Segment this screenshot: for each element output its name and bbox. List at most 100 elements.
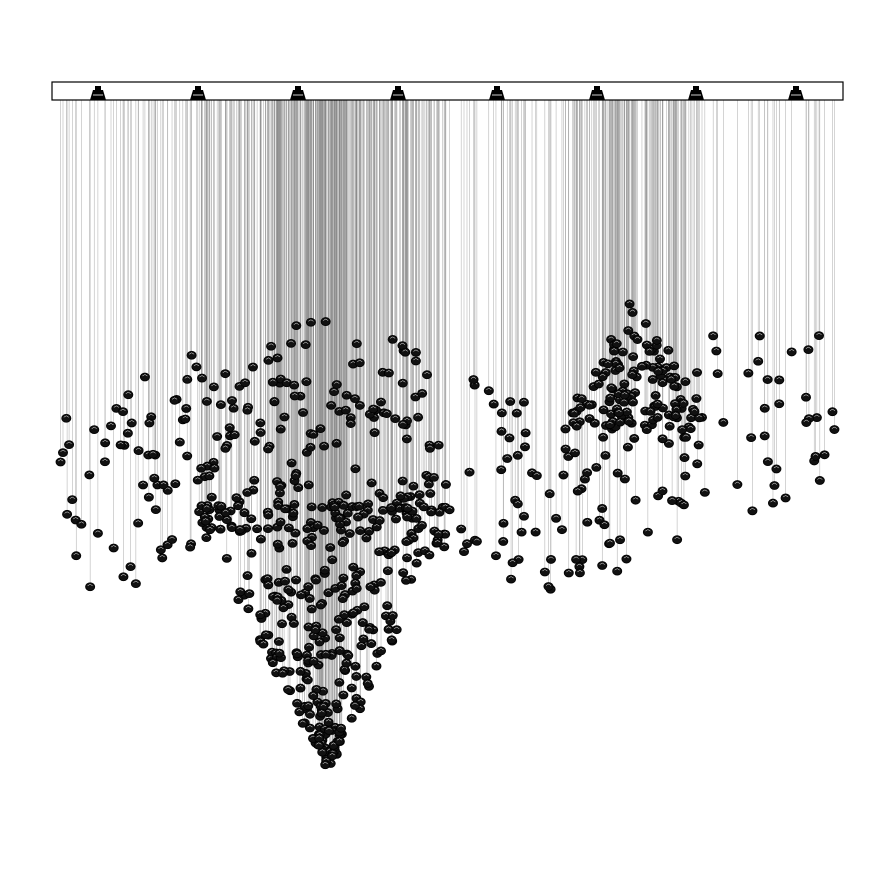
crystal-facet [400, 478, 406, 481]
crystal-facet [199, 502, 205, 505]
crystal-facet [632, 497, 639, 500]
crystal-facet [309, 534, 315, 537]
crystal [327, 751, 338, 761]
crystal-facet [579, 395, 585, 398]
crystal-facet [491, 401, 497, 404]
crystal [255, 428, 266, 437]
crystal-facet [734, 481, 740, 484]
crystal [320, 649, 331, 659]
crystal-facet [682, 473, 688, 476]
crystal-facet [305, 624, 312, 627]
crystal-facet [616, 365, 623, 368]
crystal-facet [177, 439, 183, 442]
crystal-facet [350, 609, 356, 613]
crystal-facet [160, 482, 167, 485]
crystal [669, 381, 680, 391]
crystal-facet [133, 580, 139, 583]
crystal [62, 509, 73, 519]
crystal-facet [345, 652, 351, 655]
crystal-facet [314, 522, 321, 525]
crystal-facet [361, 603, 367, 606]
crystal-facet [274, 355, 281, 358]
crystal [201, 397, 212, 406]
crystal-facet [323, 651, 329, 654]
crystal [308, 429, 319, 439]
crystal-facet [357, 569, 363, 572]
crystal-facet [316, 742, 322, 745]
crystal [204, 525, 215, 535]
crystal [762, 375, 773, 384]
crystal-facet [620, 349, 626, 352]
crystal [233, 501, 244, 511]
crystal [488, 399, 499, 409]
crystal-facet [341, 611, 347, 614]
crystal [306, 502, 317, 512]
crystal-facet [307, 444, 314, 447]
crystal [303, 480, 314, 490]
crystal-facet [493, 552, 499, 555]
crystal-facet [749, 508, 756, 511]
crystal-facet [102, 440, 108, 443]
crystal-facet [291, 382, 297, 385]
crystal-facet [831, 426, 838, 429]
crystal-facet [279, 670, 286, 673]
crystal [769, 481, 780, 490]
crystal-facet [673, 406, 680, 409]
crystal-facet [237, 526, 243, 529]
crystal [459, 547, 470, 556]
crystal-facet [643, 320, 649, 323]
crystal-facet [507, 398, 513, 401]
crystal-facet [218, 401, 224, 404]
crystal-facet [216, 513, 223, 516]
crystal [652, 399, 663, 409]
crystal-facet [500, 520, 507, 523]
crystal-facet [384, 410, 390, 413]
crystal-facet [378, 579, 384, 582]
crystal [302, 524, 313, 533]
crystal [337, 594, 348, 603]
crystal-facet [294, 700, 300, 703]
crystal-facet [399, 342, 406, 345]
crystal-facet [508, 576, 514, 579]
crystal [374, 547, 385, 557]
crystal-facet [565, 453, 571, 456]
crystal [767, 498, 778, 508]
crystal [416, 520, 427, 530]
crystal-facet [308, 519, 314, 522]
crystal-facet [421, 504, 427, 507]
crystal [169, 395, 180, 405]
crystal-facet [214, 433, 220, 436]
crystal [304, 709, 315, 719]
crystal-facet [227, 424, 233, 427]
crystal-facet [182, 416, 188, 419]
crystal [341, 390, 352, 400]
crystal [602, 359, 613, 369]
crystal [401, 434, 412, 444]
crystal [754, 331, 765, 341]
crystal [609, 346, 620, 356]
crystal-facet [222, 370, 228, 373]
crystal-facet [771, 482, 778, 485]
light-mount [494, 86, 500, 90]
crystal-facet [343, 519, 349, 522]
crystal [640, 319, 651, 328]
crystal [224, 423, 235, 433]
crystal-facet [431, 474, 437, 477]
crystal [314, 637, 325, 647]
crystal [228, 403, 239, 413]
crystal [331, 438, 342, 448]
crystal [434, 507, 445, 517]
crystal [615, 417, 626, 427]
crystal [280, 504, 291, 514]
crystal-facet [678, 396, 684, 399]
crystal-facet [336, 499, 342, 502]
crystal-facet [500, 538, 506, 541]
crystal-facet [378, 399, 384, 402]
crystal [590, 367, 601, 377]
crystal [305, 442, 316, 452]
crystal-facet [231, 431, 238, 434]
crystal-facet [710, 333, 716, 336]
crystal [158, 480, 169, 490]
crystal-facet [377, 517, 383, 520]
crystal [599, 520, 610, 530]
